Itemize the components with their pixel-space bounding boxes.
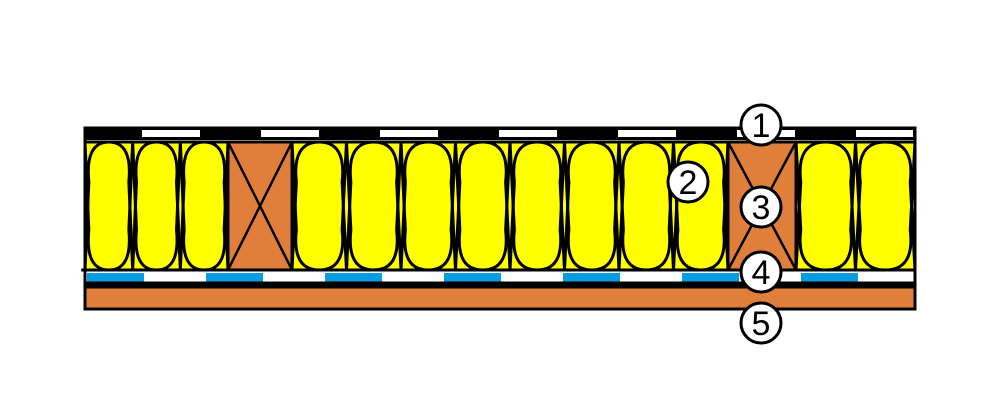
insulation-lobe-upper-right <box>482 140 512 271</box>
callout-1: 1 <box>739 103 783 147</box>
top-membrane-gap <box>261 130 319 137</box>
insulation-lobe-upper-right <box>204 140 230 271</box>
timber-stud-left <box>226 140 294 272</box>
vapour-dash <box>206 273 263 282</box>
section-outline <box>83 126 917 285</box>
callout-2-circle <box>666 160 710 204</box>
callouts: 1 2 3 4 5 <box>666 103 783 345</box>
vapour-dash <box>444 273 501 282</box>
callout-4-circle <box>739 250 783 294</box>
callout-2-label: 2 <box>679 164 698 202</box>
insulation-lobe-upper-right <box>885 140 917 271</box>
callout-3-label: 3 <box>752 189 771 227</box>
insulation-lobe-upper-right <box>591 140 621 271</box>
stud-left-cross-b <box>226 141 294 271</box>
insulation-lobe-upper-right <box>319 140 348 271</box>
insulation-lobe-upper-right <box>373 140 403 271</box>
top-membrane-layer <box>85 128 915 140</box>
insulation-lobe-upper-right <box>700 140 730 271</box>
callout-3-circle <box>739 185 783 229</box>
insulation-lobe-upper-right <box>156 140 182 271</box>
insulation-lobe-upper-right <box>108 140 135 271</box>
callout-4: 4 <box>739 250 783 294</box>
callout-5-label: 5 <box>752 305 771 343</box>
lining-board <box>83 285 917 311</box>
insulation-lobe-upper-right <box>825 140 857 271</box>
callout-3: 3 <box>739 185 783 229</box>
top-membrane-gap <box>856 130 913 137</box>
callout-1-circle <box>739 103 783 147</box>
callout-5-circle <box>739 301 783 345</box>
vapour-dash <box>325 273 382 282</box>
callout-5: 5 <box>739 301 783 345</box>
top-membrane-gap <box>380 130 438 137</box>
insulation-lobe-upper-right <box>428 140 457 271</box>
top-membrane-gap <box>142 130 200 137</box>
vapour-dash <box>563 273 620 282</box>
callout-1-label: 1 <box>752 107 771 145</box>
callout-2: 2 <box>666 160 710 204</box>
top-membrane-gap <box>618 130 676 137</box>
insulation-lobe-upper-right <box>537 140 566 271</box>
callout-4-label: 4 <box>752 254 771 292</box>
top-membrane-gap <box>499 130 557 137</box>
vapour-dash <box>87 273 144 282</box>
vapour-dash <box>801 273 858 282</box>
vapour-dash <box>682 273 739 282</box>
